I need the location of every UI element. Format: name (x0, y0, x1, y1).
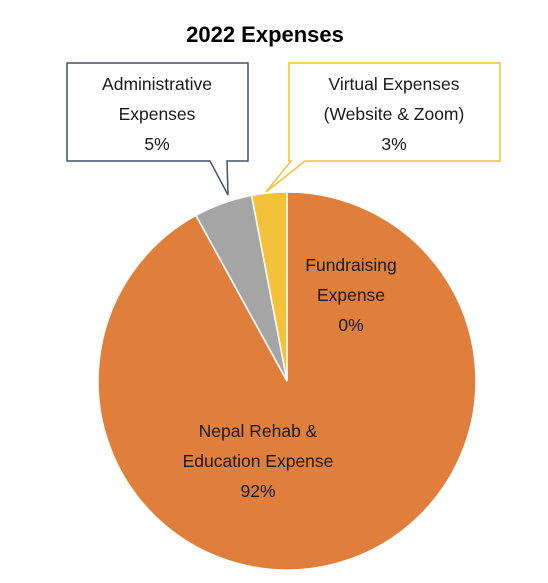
callout-boxes (66, 62, 501, 196)
pie-slice-2 (250, 191, 288, 382)
data-labels: Nepal Rehab & Education Expense 92% Adminis… (102, 74, 464, 501)
callout-box-administrative (66, 62, 249, 196)
pie-slices (97, 191, 477, 571)
data-label-percent: 92% (240, 481, 275, 501)
data-label-line: (Website & Zoom) (324, 104, 465, 124)
data-label-1: Administrative Expenses 5% (102, 74, 212, 154)
data-label-line: Virtual Expenses (328, 74, 459, 94)
data-label-0: Nepal Rehab & Education Expense 92% (183, 421, 334, 501)
data-label-2: Virtual Expenses (Website & Zoom) 3% (324, 74, 465, 154)
data-label-3: Fundraising Expense 0% (305, 255, 396, 335)
data-label-line: Education Expense (183, 451, 334, 471)
data-label-line: Expense (317, 285, 385, 305)
data-label-line: Fundraising (305, 255, 396, 275)
data-label-line: Expenses (119, 104, 196, 124)
data-label-line: Administrative (102, 74, 212, 94)
data-label-percent: 0% (338, 315, 363, 335)
data-label-percent: 5% (144, 134, 169, 154)
chart-title: 2022 Expenses (186, 22, 344, 47)
callout-box-virtual (265, 62, 501, 193)
data-label-percent: 3% (381, 134, 406, 154)
data-label-line: Nepal Rehab & (199, 421, 318, 441)
